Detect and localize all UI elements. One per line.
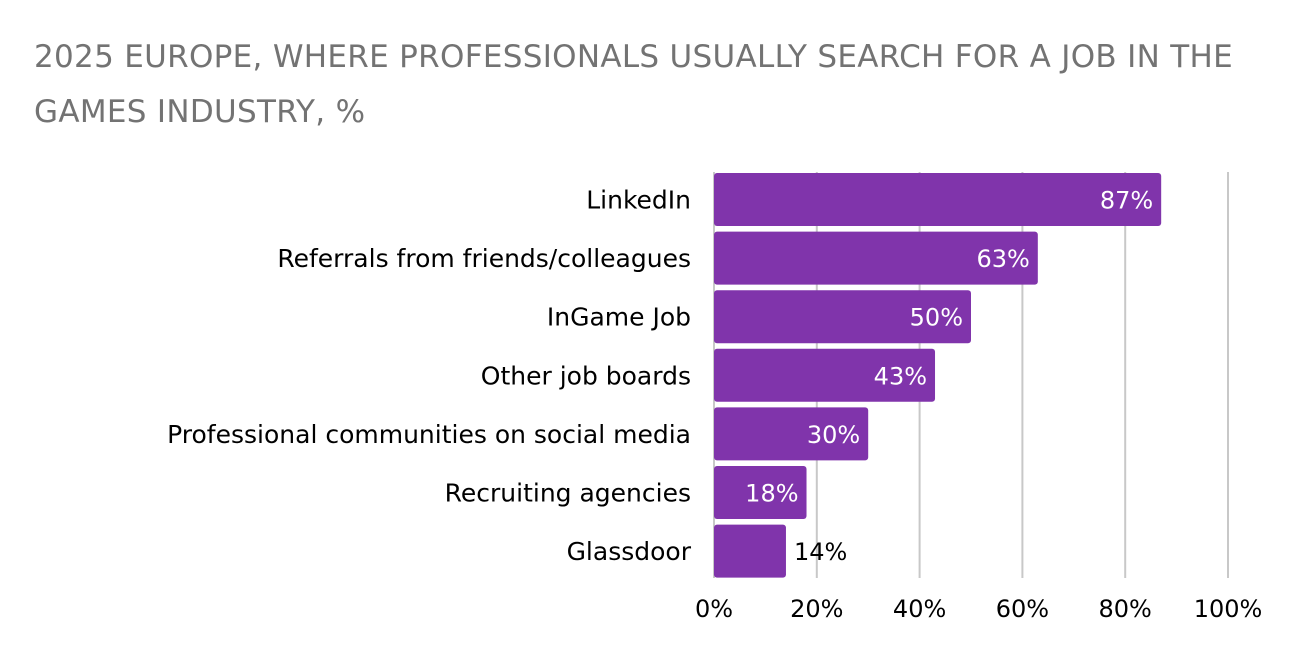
bar-5 <box>714 466 807 519</box>
bar-6 <box>714 524 786 578</box>
bar-2 <box>714 290 971 344</box>
chart-title: 2025 EUROPE, WHERE PROFESSIONALS USUALLY… <box>34 39 1233 130</box>
value-label-3: 43% <box>874 362 927 390</box>
value-label-1: 63% <box>976 245 1029 273</box>
category-labels: LinkedIn Referrals from friends/colleague… <box>167 186 692 567</box>
bar-1 <box>714 231 1038 285</box>
category-label-5: Recruiting agencies <box>445 479 691 508</box>
bar-4 <box>714 407 869 461</box>
value-label-4: 30% <box>807 421 860 449</box>
category-label-0: LinkedIn <box>586 186 691 215</box>
bars <box>714 173 1162 578</box>
x-tick-label-2: 40% <box>893 595 946 623</box>
bar-3 <box>714 348 936 402</box>
category-label-6: Glassdoor <box>567 537 692 566</box>
value-labels: 87% 63% 50% 43% 30% 18% 14% <box>745 187 1153 567</box>
bar-0 <box>714 173 1162 226</box>
value-label-5: 18% <box>745 480 798 508</box>
value-label-0: 87% <box>1100 187 1153 215</box>
category-label-4: Professional communities on social media <box>167 420 691 449</box>
category-label-2: InGame Job <box>547 303 691 332</box>
x-tick-label-5: 100% <box>1194 595 1263 623</box>
category-label-1: Referrals from friends/colleagues <box>277 244 691 273</box>
x-tick-label-0: 0% <box>695 595 733 623</box>
value-label-2: 50% <box>910 304 963 332</box>
x-tick-label-1: 20% <box>790 595 843 623</box>
category-label-3: Other job boards <box>481 361 691 390</box>
value-label-6: 14% <box>794 538 847 566</box>
x-axis-tick-labels: 0% 20% 40% 60% 80% 100% <box>695 595 1262 623</box>
x-tick-label-3: 60% <box>996 595 1049 623</box>
x-tick-label-4: 80% <box>1099 595 1152 623</box>
